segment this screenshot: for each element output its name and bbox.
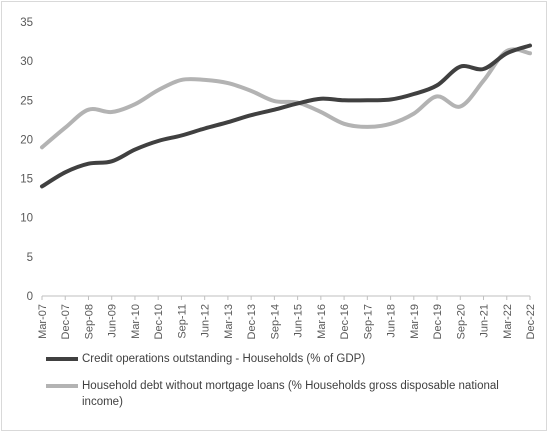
x-tick-label: Sep-14 (269, 304, 281, 339)
x-tick-label: Dec-10 (153, 304, 165, 339)
series-line-credit-operations (40, 43, 532, 189)
x-tick-label: Mar-07 (37, 304, 49, 339)
x-tick-label: Mar-22 (502, 304, 514, 339)
x-tick-label: Jun-18 (386, 304, 398, 338)
y-tick-label: 15 (20, 174, 33, 186)
x-tick-label: Dec-19 (432, 304, 444, 339)
x-tick-label: Mar-10 (130, 304, 142, 339)
y-tick-label: 30 (20, 56, 33, 68)
x-axis-tick-labels: Mar-07 Dec-07 Sep-08 Jun-09 Mar-10 Dec-10 Sep-… (37, 304, 537, 339)
x-axis-ticks (41, 296, 531, 300)
x-tick-label: Mar-16 (316, 304, 328, 339)
y-tick-label: 10 (20, 213, 33, 225)
x-tick-label: Sep-17 (362, 304, 374, 339)
x-tick-label: Dec-13 (246, 304, 258, 339)
legend-label-household-debt: Household debt without mortgage loans (%… (82, 380, 499, 408)
x-tick-label: Dec-22 (525, 304, 537, 339)
x-tick-label: Sep-20 (455, 304, 467, 339)
x-tick-label: Sep-08 (83, 304, 95, 339)
y-tick-label: 5 (27, 252, 33, 264)
legend: Credit operations outstanding - Househol… (44, 351, 534, 410)
series-line-household-debt (40, 47, 532, 150)
y-axis-tick-labels: 0 5 10 15 20 25 30 35 (20, 17, 33, 303)
x-tick-label: Jun-21 (479, 304, 491, 338)
legend-swatch-credit-operations (46, 357, 78, 361)
legend-label-credit-operations: Credit operations outstanding - Househol… (82, 353, 366, 365)
x-tick-label: Mar-19 (409, 304, 421, 339)
x-tick-label: Jun-15 (293, 304, 305, 338)
x-tick-label: Jun-12 (200, 304, 212, 338)
series-lines (40, 43, 532, 189)
legend-item-household-debt: Household debt without mortgage loans (%… (44, 378, 534, 410)
x-tick-label: Dec-16 (339, 304, 351, 339)
y-tick-label: 0 (27, 291, 33, 303)
y-tick-label: 35 (20, 17, 33, 29)
y-tick-label: 25 (20, 95, 33, 107)
x-tick-label: Mar-13 (223, 304, 235, 339)
y-tick-label: 20 (20, 134, 33, 146)
x-tick-label: Sep-11 (176, 304, 188, 339)
legend-item-credit-operations: Credit operations outstanding - Househol… (44, 351, 534, 367)
x-tick-label: Dec-07 (60, 304, 72, 339)
x-tick-label: Jun-09 (107, 304, 119, 338)
legend-swatch-household-debt (46, 384, 78, 388)
